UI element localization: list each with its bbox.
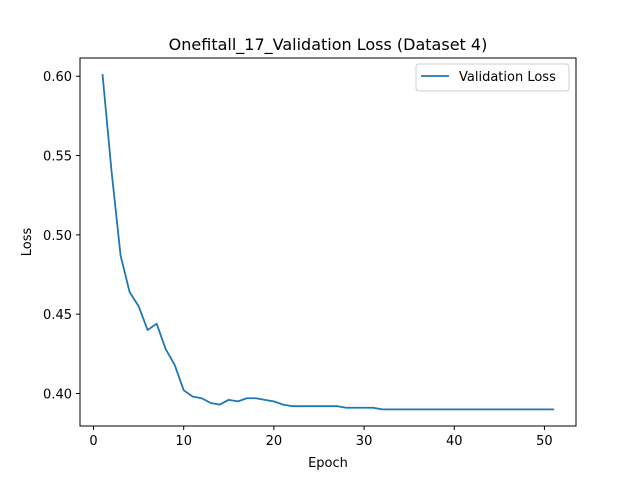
- y-tick-label: 0.40: [43, 387, 72, 402]
- chart-title: Onefitall_17_Validation Loss (Dataset 4): [169, 35, 488, 55]
- series-line-validation-loss: [101, 73, 555, 411]
- y-tick-label: 0.45: [43, 308, 72, 323]
- plot-area: [79, 57, 577, 427]
- x-axis-label: Epoch: [308, 456, 348, 471]
- x-tick-label: 10: [175, 434, 192, 449]
- y-tick-label: 0.60: [43, 70, 72, 85]
- legend-box: [415, 63, 570, 92]
- plot-frame: [79, 57, 577, 427]
- y-axis-label: Loss: [20, 228, 35, 257]
- x-tick-label: 40: [446, 434, 463, 449]
- legend-label-validation-loss: Validation Loss: [459, 70, 556, 85]
- x-tick-label: 50: [536, 434, 553, 449]
- y-tick-label: 0.50: [43, 229, 72, 244]
- legend: Validation Loss: [415, 63, 570, 92]
- x-tick-label: 30: [356, 434, 373, 449]
- x-axis: 0 10 20 30 40 50: [89, 426, 553, 449]
- x-tick-label: 20: [266, 434, 283, 449]
- y-axis: 0.40 0.45 0.50 0.55 0.60: [43, 70, 80, 402]
- y-tick-label: 0.55: [43, 150, 72, 165]
- x-tick-label: 0: [89, 434, 97, 449]
